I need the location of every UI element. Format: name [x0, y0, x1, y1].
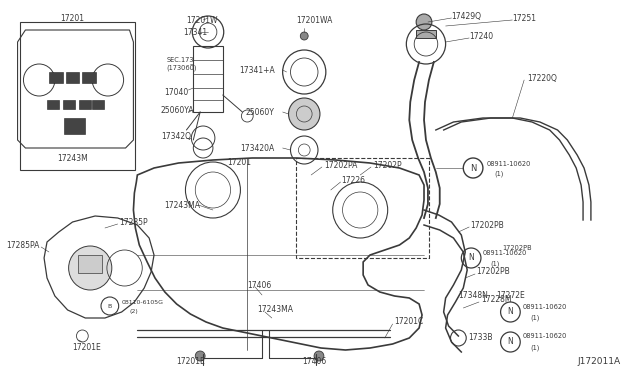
Bar: [49, 72, 63, 83]
Text: 17220Q: 17220Q: [527, 74, 557, 83]
Bar: [64, 118, 85, 134]
Text: 17202PB: 17202PB: [470, 221, 504, 230]
Text: 17201: 17201: [61, 13, 84, 22]
Circle shape: [300, 32, 308, 40]
Text: 17243M: 17243M: [57, 154, 88, 163]
Bar: [296, 158, 429, 258]
Text: 08911-10620: 08911-10620: [483, 250, 527, 256]
Text: 17202PB: 17202PB: [502, 245, 532, 251]
Text: N: N: [468, 253, 474, 263]
Text: N: N: [508, 308, 513, 317]
Circle shape: [195, 351, 205, 361]
Text: 17406: 17406: [302, 357, 326, 366]
Text: (1): (1): [495, 171, 504, 177]
Text: 17429Q: 17429Q: [451, 12, 481, 20]
Text: 17243MA: 17243MA: [164, 201, 200, 209]
Text: 08911-10620: 08911-10620: [522, 333, 566, 339]
Bar: [47, 100, 59, 109]
Text: (173060): (173060): [167, 65, 197, 71]
Text: 08911-10620: 08911-10620: [522, 304, 566, 310]
Text: 17202P: 17202P: [373, 160, 401, 170]
Text: 173420A: 173420A: [241, 144, 275, 153]
Text: 17406: 17406: [247, 280, 271, 289]
Text: 17201WA: 17201WA: [296, 16, 333, 25]
Text: J172011A: J172011A: [577, 357, 620, 366]
Text: N: N: [470, 164, 476, 173]
Text: 17201E: 17201E: [176, 357, 205, 366]
Text: (1): (1): [491, 261, 500, 267]
Text: 17240: 17240: [469, 32, 493, 41]
Text: (2): (2): [129, 310, 138, 314]
Text: 17342Q: 17342Q: [161, 131, 191, 141]
Bar: [83, 72, 96, 83]
Text: (1): (1): [530, 315, 540, 321]
Text: 25060Y: 25060Y: [246, 108, 275, 116]
Text: 17201E: 17201E: [72, 343, 101, 353]
Circle shape: [416, 14, 432, 30]
Text: N: N: [508, 337, 513, 346]
Text: (1): (1): [530, 345, 540, 351]
Text: 17226: 17226: [342, 176, 365, 185]
Text: 17285PA: 17285PA: [6, 241, 39, 250]
Bar: [66, 72, 79, 83]
Text: 17201W: 17201W: [186, 16, 218, 25]
Text: 17201: 17201: [228, 157, 252, 167]
Bar: [20, 22, 136, 170]
Text: 17285P: 17285P: [120, 218, 148, 227]
Bar: [193, 46, 223, 112]
Text: 17040: 17040: [164, 87, 188, 96]
Text: 17228M: 17228M: [481, 295, 511, 305]
Text: 25060YA: 25060YA: [161, 106, 195, 115]
Circle shape: [68, 246, 112, 290]
Text: 17201C: 17201C: [395, 317, 424, 327]
Bar: [79, 100, 91, 109]
Text: 17272E: 17272E: [497, 292, 525, 301]
Bar: [79, 255, 102, 273]
Text: 1733B: 1733B: [468, 334, 493, 343]
Bar: [63, 100, 74, 109]
Text: B: B: [108, 304, 112, 308]
Circle shape: [314, 351, 324, 361]
Text: 17341+A: 17341+A: [239, 65, 275, 74]
Bar: [92, 100, 104, 109]
Text: 08911-10620: 08911-10620: [487, 161, 531, 167]
Text: 17243MA: 17243MA: [257, 305, 293, 314]
Circle shape: [289, 98, 320, 130]
Text: SEC.173: SEC.173: [167, 57, 195, 63]
Text: 17348N: 17348N: [458, 292, 488, 301]
Text: 17251: 17251: [513, 13, 536, 22]
Text: 17202PA: 17202PA: [324, 160, 357, 170]
Text: 17202PB: 17202PB: [476, 267, 510, 276]
Text: 08110-6105G: 08110-6105G: [122, 299, 164, 305]
Bar: [416, 30, 436, 38]
Text: 17341: 17341: [184, 28, 207, 36]
